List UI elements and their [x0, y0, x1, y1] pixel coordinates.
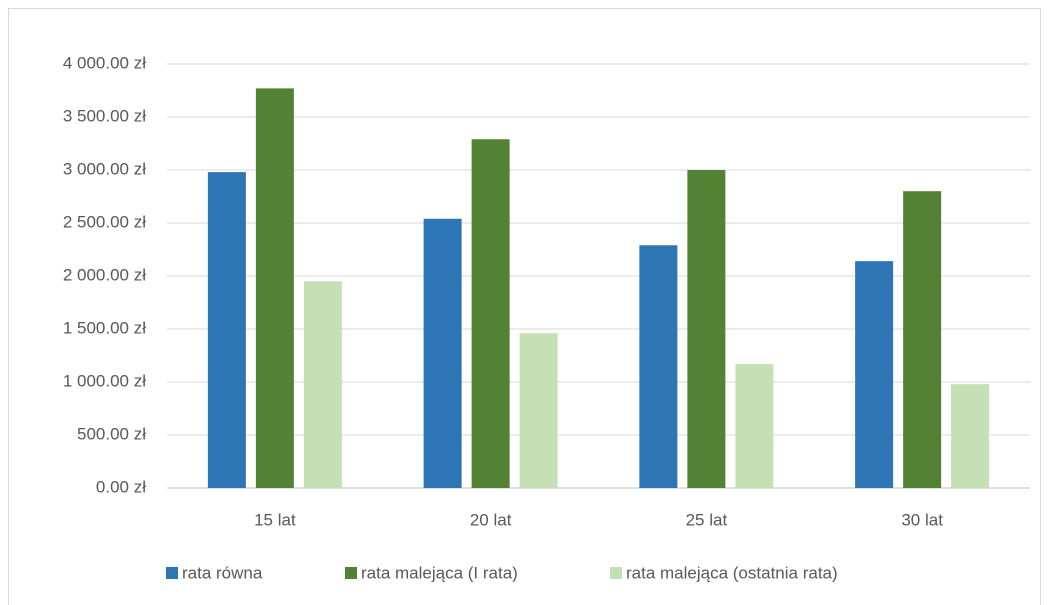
y-tick-label: 3 500.00 zł: [63, 106, 146, 125]
legend-swatch: [610, 567, 622, 579]
bar: [303, 281, 342, 488]
y-tick-label: 0.00 zł: [96, 477, 146, 496]
bar: [687, 170, 726, 488]
x-tick-label: 25 lat: [686, 510, 728, 529]
y-tick-label: 1 500.00 zł: [63, 318, 146, 337]
legend-label: rata malejąca (I rata): [361, 563, 518, 582]
y-tick-label: 1 000.00 zł: [63, 371, 146, 390]
bar: [471, 139, 510, 488]
bar: [735, 363, 774, 488]
bar: [855, 261, 894, 488]
bar: [903, 191, 942, 488]
bar: [255, 88, 294, 488]
chart-border: [8, 8, 1041, 605]
y-tick-label: 500.00 zł: [77, 424, 146, 443]
bar: [423, 218, 462, 488]
y-tick-label: 2 000.00 zł: [63, 265, 146, 284]
legend-label: rata malejąca (ostatnia rata): [626, 563, 838, 582]
bar: [519, 333, 558, 488]
y-tick-label: 4 000.00 zł: [63, 53, 146, 72]
x-tick-label: 15 lat: [254, 510, 296, 529]
legend-swatch: [345, 567, 357, 579]
y-tick-label: 2 500.00 zł: [63, 212, 146, 231]
x-tick-label: 20 lat: [470, 510, 512, 529]
bar: [207, 172, 246, 488]
legend-swatch: [166, 567, 178, 579]
bar: [951, 384, 990, 488]
x-tick-label: 30 lat: [901, 510, 943, 529]
bar: [639, 245, 678, 488]
y-tick-label: 3 000.00 zł: [63, 159, 146, 178]
legend-label: rata równa: [182, 563, 263, 582]
